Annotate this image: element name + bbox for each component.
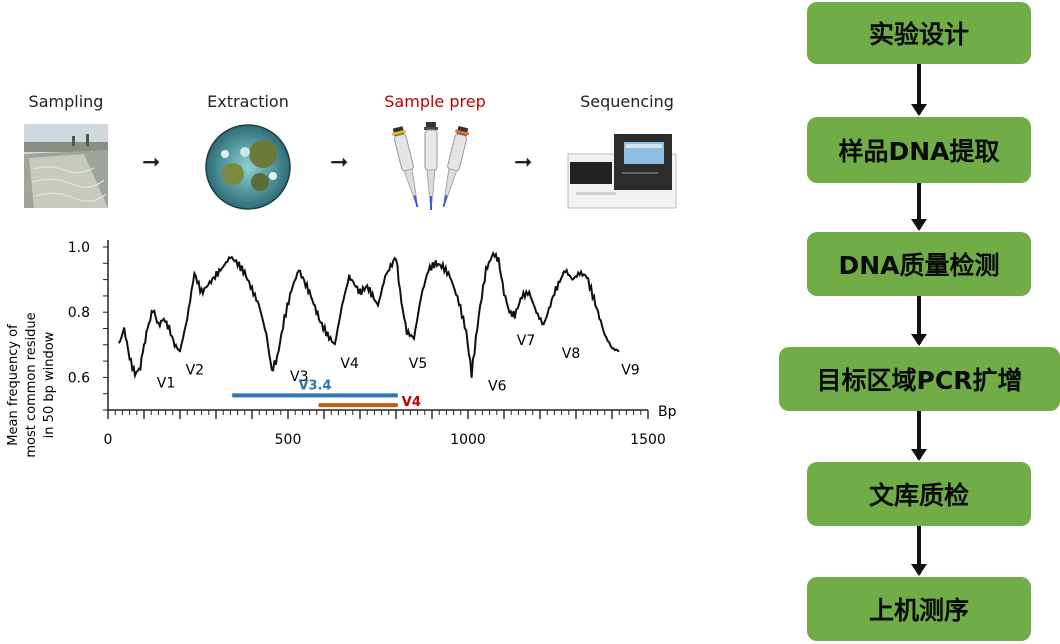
y-tick-label: 0.6 (68, 370, 90, 386)
region-label: V5 (409, 356, 427, 372)
amplicon-label-v3-4: V3.4 (298, 378, 331, 393)
region-label: V1 (157, 375, 175, 391)
y-tick-labels: 0.6 0.8 1.0 (68, 240, 90, 386)
microscope-image (205, 124, 291, 210)
flow-box-dna-extraction: 样品DNA提取 (807, 117, 1031, 183)
down-arrow-icon (911, 526, 927, 576)
y-tick-label: 1.0 (68, 240, 90, 256)
flow-box-library-qc: 文库质检 (807, 462, 1031, 526)
flow-box-dna-quality: DNA质量检测 (807, 232, 1031, 296)
step-label-sequencing: Sequencing (580, 92, 674, 111)
region-label: V2 (186, 362, 204, 378)
region-label: V9 (621, 362, 639, 378)
flow-box-experiment-design: 实验设计 (807, 2, 1031, 64)
x-tick-label: 1000 (450, 432, 486, 448)
arrow-icon: ➞ (514, 150, 533, 175)
arrow-icon: ➞ (330, 150, 349, 175)
step-label-extraction: Extraction (207, 92, 289, 111)
x-tick-labels: 0 500 1000 1500 (104, 432, 666, 448)
amplicon-label-v4: V4 (402, 395, 421, 410)
y-axis-title-line: most common residue (24, 312, 39, 457)
y-axis-title-line: in 50 bp window (42, 331, 57, 438)
step-label-sampling: Sampling (28, 92, 104, 111)
down-arrow-icon (911, 296, 927, 346)
step-label-sample-prep: Sample prep (384, 92, 486, 111)
y-axis-title-line: Mean frequency of (6, 324, 21, 446)
down-arrow-icon (911, 411, 927, 461)
x-axis-title: Bp (658, 404, 677, 420)
region-labels: V1 V2 V3 V4 V5 V6 V7 V8 V9 (157, 333, 640, 395)
arrow-icon: ➞ (142, 150, 161, 175)
down-arrow-icon (911, 64, 927, 116)
pipettes-icon (391, 122, 470, 210)
x-minor-ticks (107, 410, 649, 419)
x-tick-label: 500 (275, 432, 302, 448)
amplicons: V3.4 V4 (232, 378, 421, 410)
x-tick-label: 1500 (630, 432, 666, 448)
variability-chart: Mean frequency of most common residue in… (6, 240, 677, 458)
region-label: V7 (517, 333, 535, 349)
down-arrow-icon (911, 183, 927, 231)
y-ticks (103, 246, 108, 411)
region-label: V3 (290, 369, 308, 385)
x-tick-label: 0 (104, 432, 113, 448)
sampling-photo (24, 124, 108, 208)
region-label: V8 (562, 346, 580, 362)
y-tick-label: 0.8 (68, 305, 90, 321)
sequencer-icon (567, 134, 677, 209)
y-axis-title: Mean frequency of most common residue in… (6, 312, 57, 457)
region-label: V4 (340, 356, 359, 372)
series-line (117, 250, 620, 380)
region-label: V6 (488, 379, 507, 395)
flow-box-sequencing: 上机测序 (807, 577, 1031, 641)
flow-box-pcr-amplification: 目标区域PCR扩增 (779, 347, 1060, 411)
